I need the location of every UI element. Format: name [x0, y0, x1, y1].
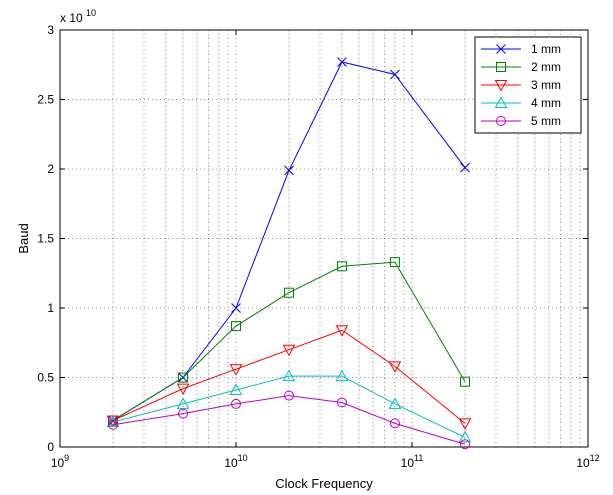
marker-triangle-down [335, 325, 349, 337]
legend-label: 4 mm [531, 96, 561, 110]
marker-triangle-up [388, 397, 402, 409]
marker-triangle-up [229, 383, 243, 396]
marker-triangle-up [494, 96, 508, 108]
marker-triangle-down [282, 344, 296, 357]
legend-label: 1 mm [531, 42, 561, 56]
marker-circle [231, 398, 241, 409]
marker-square [231, 321, 241, 332]
marker-circle [496, 116, 506, 126]
x-tick-label-exponent: 10 [238, 453, 248, 463]
series-line [112, 329, 466, 424]
y-axis-label: Baud [16, 223, 31, 253]
y-multiplier-base: x 10 [60, 11, 83, 25]
y-tick-label: 3 [47, 23, 54, 37]
marker-x [337, 57, 347, 67]
x-tick-label-exponent: 9 [64, 453, 69, 463]
series-line [112, 395, 466, 445]
marker-circle [336, 397, 347, 408]
series-line [112, 375, 466, 438]
x-axis-label: Clock Frequency [275, 476, 373, 491]
y-tick-label: 2 [47, 162, 54, 176]
series-line [112, 261, 466, 422]
legend-label: 2 mm [531, 60, 561, 74]
marker-circle [283, 390, 294, 401]
marker-triangle-down [388, 361, 402, 373]
legend-entry: 2 mm [481, 60, 561, 74]
y-tick-label: 2.5 [37, 93, 54, 107]
marker-x [460, 162, 470, 173]
legend: 1 mm 2 mm 3 mm 4 mm 5 mm [474, 36, 582, 134]
marker-x [231, 303, 241, 313]
y-multiplier-exponent: 10 [86, 8, 96, 18]
series-lines [106, 57, 472, 450]
legend-entry: 4 mm [481, 96, 561, 110]
series-3 [106, 325, 472, 430]
legend-entry: 1 mm [481, 42, 561, 56]
marker-square [459, 376, 470, 387]
series-4 [106, 369, 472, 443]
legend-label: 5 mm [531, 114, 561, 128]
marker-square [496, 62, 506, 72]
x-tick-label-exponent: 11 [414, 453, 423, 463]
marker-square [336, 261, 347, 272]
marker-x [496, 44, 506, 54]
marker-circle [459, 439, 470, 450]
marker-triangle-down [494, 80, 508, 92]
marker-square [389, 257, 400, 268]
legend-label: 3 mm [531, 78, 561, 92]
x-tick-label: 109 [51, 453, 69, 470]
marker-triangle-up [282, 369, 296, 382]
legend-entry: 3 mm [481, 78, 561, 92]
x-tick-label-base: 10 [51, 456, 65, 470]
x-tick-label: 1012 [576, 453, 599, 470]
series-5 [107, 390, 470, 450]
marker-x [390, 69, 400, 80]
marker-triangle-down [229, 364, 243, 376]
marker-square [283, 287, 294, 298]
legend-entry: 5 mm [481, 114, 561, 128]
x-tick-label-exponent: 12 [590, 453, 600, 463]
x-tick-label-base: 10 [401, 456, 415, 470]
marker-triangle-down [458, 418, 472, 430]
y-multiplier-label: x 10 10 [60, 8, 96, 25]
marker-square [178, 372, 189, 383]
x-tick-label-base: 10 [224, 456, 238, 470]
marker-circle [178, 408, 189, 419]
marker-circle [107, 419, 118, 430]
marker-x [284, 165, 294, 176]
y-tick-label: 0 [47, 440, 54, 454]
y-tick-label: 0.5 [37, 371, 54, 385]
y-tick-label: 1.5 [37, 232, 54, 246]
marker-triangle-down [176, 383, 190, 396]
marker-circle [389, 418, 400, 429]
marker-triangle-up [458, 430, 472, 443]
marker-triangle-up [176, 397, 190, 409]
marker-triangle-up [335, 369, 349, 382]
x-tick-label: 1011 [401, 453, 424, 470]
y-tick-label: 1 [47, 301, 54, 315]
x-tick-label-base: 10 [576, 456, 590, 470]
x-tick-label: 1010 [224, 453, 247, 470]
